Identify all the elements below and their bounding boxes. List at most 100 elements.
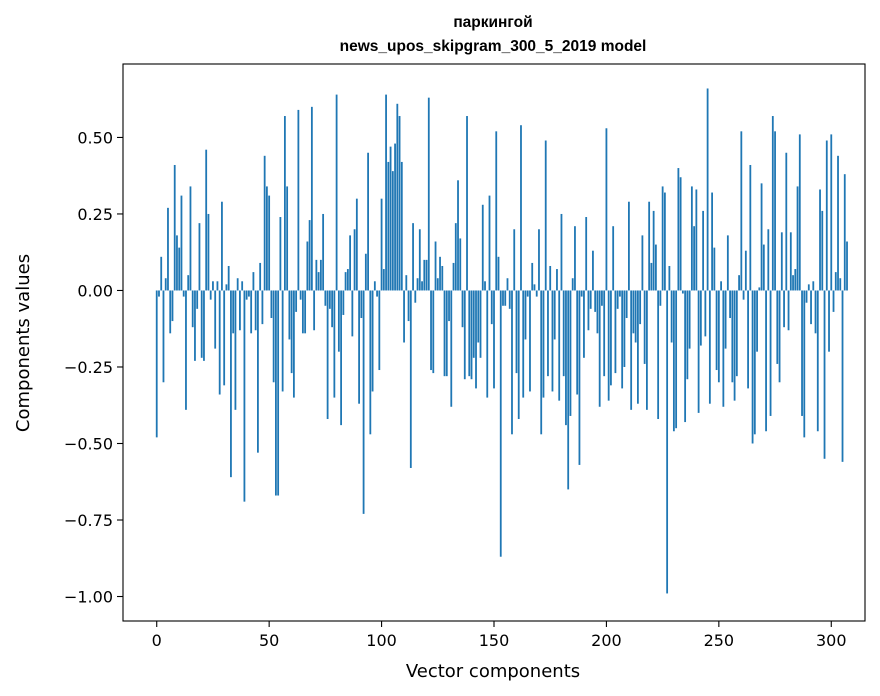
- y-tick-label: −0.75: [64, 511, 113, 530]
- bar-64: [299, 290, 302, 300]
- bar-263: [747, 290, 749, 389]
- bar-137: [463, 290, 466, 380]
- bar-266: [753, 290, 756, 435]
- bar-115: [414, 290, 417, 303]
- bar-255: [729, 290, 731, 319]
- bar-250: [717, 290, 720, 383]
- bar-104: [389, 146, 392, 291]
- bar-249: [715, 290, 718, 371]
- bar-192: [587, 290, 590, 331]
- bar-66: [304, 290, 307, 334]
- bar-17: [194, 290, 196, 361]
- bar-15: [189, 186, 192, 291]
- bar-274: [771, 116, 774, 291]
- bar-264: [749, 164, 752, 291]
- bar-131: [450, 290, 453, 407]
- bar-219: [648, 201, 651, 291]
- bar-171: [540, 290, 543, 435]
- bar-145: [481, 204, 484, 291]
- bar-160: [515, 290, 518, 374]
- bar-56: [281, 290, 284, 392]
- bar-270: [762, 244, 765, 291]
- bar-87: [351, 290, 354, 337]
- bar-298: [825, 140, 828, 291]
- bar-63: [297, 109, 300, 291]
- bar-99: [378, 290, 381, 371]
- x-axis-ticks: 0 50 100 150 200 250 300: [152, 621, 847, 650]
- bar-248: [713, 247, 716, 291]
- bar-296: [821, 210, 824, 291]
- bar-94: [367, 152, 369, 291]
- bar-218: [646, 290, 648, 410]
- bar-257: [733, 290, 736, 401]
- bar-272: [767, 229, 770, 291]
- bar-241: [697, 290, 700, 413]
- bar-237: [688, 290, 691, 349]
- bar-35: [234, 290, 237, 410]
- bar-268: [758, 287, 761, 291]
- bar-198: [601, 290, 603, 306]
- bar-118: [421, 281, 423, 291]
- bar-275: [774, 131, 776, 291]
- bar-231: [675, 290, 678, 429]
- bar-187: [576, 290, 579, 395]
- bar-200: [605, 128, 608, 291]
- bar-292: [812, 281, 815, 291]
- bar-9: [176, 235, 178, 291]
- bar-74: [322, 213, 325, 291]
- bar-73: [319, 259, 322, 291]
- bar-23: [207, 213, 210, 291]
- bar-233: [679, 177, 682, 291]
- bar-138: [466, 116, 468, 291]
- bar-261: [742, 290, 745, 300]
- bar-288: [803, 290, 806, 438]
- bar-80: [335, 94, 338, 291]
- bar-286: [798, 134, 801, 291]
- bar-2: [160, 256, 163, 291]
- y-tick-label: 0.00: [77, 281, 113, 300]
- bar-161: [517, 290, 520, 420]
- bar-103: [387, 161, 390, 291]
- bars: [155, 88, 848, 594]
- bar-112: [407, 290, 410, 322]
- bar-32: [227, 265, 230, 291]
- bar-174: [547, 290, 549, 377]
- x-tick-label: 300: [816, 631, 847, 650]
- bar-119: [423, 259, 426, 291]
- chart-subtitle: news_upos_skipgram_300_5_2019 model: [340, 38, 647, 55]
- bar-252: [722, 290, 725, 407]
- bar-307: [846, 241, 848, 291]
- bar-262: [744, 250, 747, 291]
- bar-4: [164, 278, 167, 291]
- bar-260: [740, 131, 743, 291]
- bar-180: [560, 213, 563, 291]
- bar-51: [270, 290, 273, 319]
- bar-184: [569, 290, 572, 416]
- bar-253: [724, 290, 727, 349]
- bar-30: [223, 290, 226, 386]
- bar-113: [409, 290, 412, 468]
- x-tick-label: 0: [152, 631, 162, 650]
- bar-55: [279, 217, 282, 291]
- bar-11: [180, 195, 183, 291]
- bar-271: [765, 290, 767, 432]
- bar-69: [310, 106, 313, 291]
- bar-127: [441, 265, 444, 291]
- x-tick-label: 150: [479, 631, 510, 650]
- y-tick-label: 0.50: [77, 128, 113, 147]
- bar-141: [472, 290, 475, 358]
- bar-116: [416, 278, 419, 291]
- bar-228: [668, 265, 671, 291]
- bar-238: [690, 186, 693, 291]
- bar-105: [391, 171, 394, 291]
- bar-302: [834, 272, 837, 291]
- bar-61: [292, 290, 295, 398]
- bar-177: [553, 290, 556, 340]
- bar-259: [738, 275, 740, 291]
- bar-197: [598, 290, 601, 407]
- bar-22: [205, 149, 208, 291]
- bar-8: [173, 164, 176, 291]
- bar-29: [221, 201, 223, 291]
- bar-245: [706, 88, 709, 291]
- bar-170: [538, 229, 540, 291]
